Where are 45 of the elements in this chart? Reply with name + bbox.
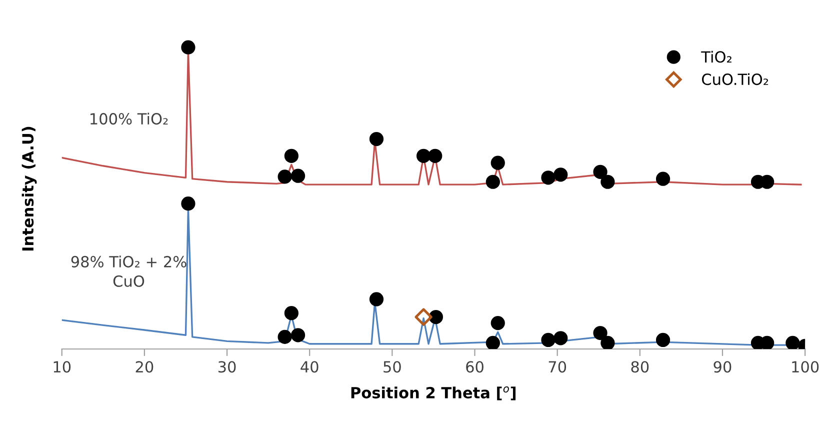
- point: [541, 170, 556, 185]
- x-tick-label: 100: [792, 361, 819, 373]
- legend-label: CuO.TiO₂: [702, 73, 768, 86]
- point: [428, 148, 442, 163]
- point: [284, 306, 298, 320]
- point: [284, 148, 298, 163]
- point: [416, 148, 431, 163]
- point: [600, 174, 615, 189]
- point: [490, 156, 505, 170]
- x-axis-title: Position 2 Theta [$^{o}$]: [351, 386, 516, 400]
- point: [541, 332, 556, 348]
- x-tick-label: 70: [548, 361, 566, 373]
- x-tick-label: 40: [300, 361, 318, 373]
- x-tick-label: 60: [466, 361, 484, 373]
- x-tick-label: 30: [218, 361, 236, 373]
- point: [554, 331, 568, 346]
- x-tick-label: 10: [54, 361, 71, 373]
- series-label: 100% TiO₂: [90, 112, 168, 125]
- point: [656, 172, 670, 186]
- x-tick-label: 20: [136, 361, 154, 373]
- x-tick-label: 90: [714, 361, 732, 373]
- point: [369, 132, 384, 146]
- legend-label: TiO₂: [701, 50, 732, 63]
- x-tick-label: 50: [384, 361, 401, 373]
- point: [600, 336, 615, 350]
- point: [181, 40, 196, 54]
- point: [486, 336, 500, 350]
- point: [490, 316, 505, 330]
- point: [369, 292, 384, 306]
- point: [290, 168, 306, 183]
- point: [278, 170, 292, 184]
- point: [486, 174, 500, 189]
- y-axis-title: Intensity (A.U): [22, 126, 37, 251]
- point: [593, 326, 608, 340]
- point: [290, 328, 306, 342]
- point: [278, 330, 292, 344]
- point: [786, 336, 800, 350]
- point: [414, 308, 432, 326]
- point: [554, 168, 568, 182]
- point: [593, 164, 608, 179]
- x-tick-label: 80: [631, 361, 649, 373]
- point: [428, 310, 444, 324]
- series-label: 98% TiO₂ + 2% CuO: [71, 256, 186, 287]
- point: [181, 196, 196, 211]
- point: [656, 332, 670, 348]
